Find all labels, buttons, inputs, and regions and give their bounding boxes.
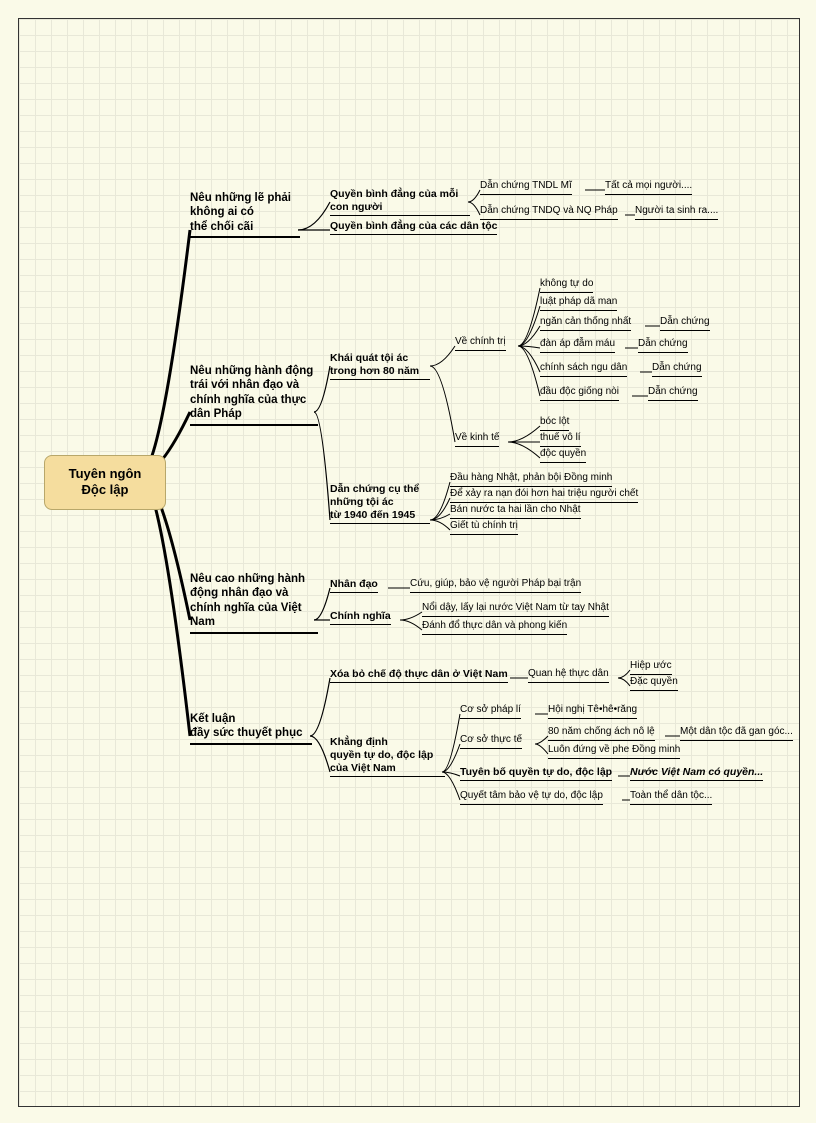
b2-c1-d1-e4: đàn áp đẫm máu	[540, 338, 615, 353]
b1-c2: Quyền bình đẳng của các dân tộc	[330, 220, 497, 235]
b4-c2-d2-e2: Luôn đứng về phe Đồng minh	[548, 744, 680, 759]
b1-c1-d1-e1: Tất cả mọi người....	[605, 180, 692, 195]
b3-c1: Nhân đạo	[330, 578, 378, 593]
b4: Kết luận đầy sức thuyết phục	[190, 712, 312, 745]
b4-c2-d4: Quyết tâm bảo vệ tự do, độc lập	[460, 790, 603, 805]
b2-c2-d2: Để xảy ra nạn đói hơn hai triệu người ch…	[450, 488, 638, 503]
b2-c1-d2-e3: độc quyền	[540, 448, 586, 463]
b2-c1-d2-e1: bóc lột	[540, 416, 569, 431]
b1-c1-d2: Dẫn chứng TNDQ và NQ Pháp	[480, 205, 618, 220]
b2-c2-d1: Đầu hàng Nhật, phản bội Đồng minh	[450, 472, 612, 487]
b2: Nêu những hành động trái với nhân đạo và…	[190, 364, 318, 426]
b2-c2-d3: Bán nước ta hai lần cho Nhật	[450, 504, 581, 519]
b4-c2-d2-e1-f: Một dân tộc đã gan góc...	[680, 726, 793, 741]
b4-c2-d1: Cơ sở pháp lí	[460, 704, 521, 719]
b2-c2: Dẫn chứng cụ thể những tội ác từ 1940 đế…	[330, 483, 430, 524]
b2-c1-d1-e5: chính sách ngu dân	[540, 362, 627, 377]
b2-c1-d1-e3-f: Dẫn chứng	[660, 316, 710, 331]
root-l2: Độc lập	[82, 482, 129, 497]
b2-c1-d1-e6-f: Dẫn chứng	[648, 386, 698, 401]
b4-c1: Xóa bỏ chế độ thực dân ở Việt Nam	[330, 668, 508, 683]
b1: Nêu những lẽ phải không ai có thể chối c…	[190, 191, 300, 238]
b2-c1-d1: Về chính trị	[455, 336, 506, 351]
b1-c1: Quyền bình đẳng của mỗi con người	[330, 188, 470, 216]
b2-c2-d4: Giết tù chính trị	[450, 520, 518, 535]
b2-c1-d2: Về kinh tế	[455, 432, 499, 447]
b4-c1-d1: Quan hệ thực dân	[528, 668, 609, 683]
b3-c2-d2: Đánh đổ thực dân và phong kiến	[422, 620, 567, 635]
b3-c1-d1: Cứu, giúp, bảo vệ người Pháp bại trận	[410, 578, 581, 593]
b4-c2-d2: Cơ sở thực tế	[460, 734, 522, 749]
b4-c2-d2-e1: 80 năm chống ách nô lệ	[548, 726, 655, 741]
b4-c2-d1-e1: Hội nghị Tê•hê•răng	[548, 704, 637, 719]
b2-c1: Khái quát tội ác trong hơn 80 năm	[330, 352, 430, 380]
b4-c2-d3-e1: Nước Việt Nam có quyền...	[630, 766, 763, 781]
root-l1: Tuyên ngôn	[69, 466, 142, 481]
b4-c1-d1-e1: Hiệp ước	[630, 660, 672, 675]
b2-c1-d1-e2: luật pháp dã man	[540, 296, 617, 311]
b2-c1-d2-e2: thuế vô lí	[540, 432, 581, 447]
b3-c2-d1: Nổi dậy, lấy lại nước Việt Nam từ tay Nh…	[422, 602, 609, 617]
b2-c1-d1-e5-f: Dẫn chứng	[652, 362, 702, 377]
b4-c2-d3: Tuyên bố quyền tự do, độc lập	[460, 766, 612, 781]
b3: Nêu cao những hành động nhân đạo và chín…	[190, 572, 318, 634]
b2-c1-d1-e6: đầu độc giống nòi	[540, 386, 619, 401]
b3-c2: Chính nghĩa	[330, 610, 391, 625]
b2-c1-d1-e4-f: Dẫn chứng	[638, 338, 688, 353]
root-node: Tuyên ngôn Độc lập	[44, 455, 166, 510]
b2-c1-d1-e3: ngăn cản thống nhất	[540, 316, 631, 331]
b4-c2-d4-e1: Toàn thể dân tộc...	[630, 790, 712, 805]
b1-c1-d2-e1: Người ta sinh ra....	[635, 205, 718, 220]
b4-c1-d1-e2: Đặc quyền	[630, 676, 678, 691]
b4-c2: Khẳng định quyền tự do, độc lập của Việt…	[330, 736, 445, 777]
b1-c1-d1: Dẫn chứng TNDL Mĩ	[480, 180, 572, 195]
b2-c1-d1-e1: không tự do	[540, 278, 593, 293]
